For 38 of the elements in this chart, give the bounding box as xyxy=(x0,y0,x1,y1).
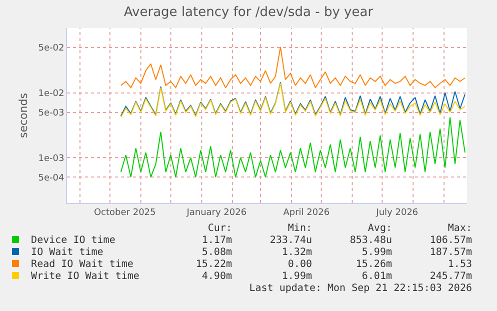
text: 106.57m xyxy=(428,234,472,246)
x-tick-label: October 2025 xyxy=(94,208,156,218)
text: Max: xyxy=(446,222,472,234)
text: 5.08m xyxy=(200,246,232,258)
y-axis-title: seconds xyxy=(16,92,30,138)
text: 15.22m xyxy=(194,258,232,270)
y-tick-label: 1e-02 xyxy=(38,88,64,99)
x-tick-label: January 2026 xyxy=(186,208,247,218)
text: 187.57m xyxy=(428,246,472,258)
text: 1.32m xyxy=(280,246,312,258)
text: Cur: xyxy=(206,222,232,234)
text: 1.99m xyxy=(280,270,312,282)
text: 233.74u xyxy=(268,234,312,246)
y-tick-label: 1e-03 xyxy=(38,154,64,164)
text: 1.17m xyxy=(200,234,232,246)
text: 15.26m xyxy=(354,258,392,270)
legend-label: IO Wait time xyxy=(31,246,104,258)
y-tick-label: 5e-02 xyxy=(38,44,64,54)
legend-label: Write IO Wait time xyxy=(31,270,140,282)
y-tick-label: 5e-03 xyxy=(38,108,64,119)
text: Avg: xyxy=(366,222,392,234)
text: 5.99m xyxy=(360,246,392,258)
chart-title: Average latency for /dev/sda - by year xyxy=(124,4,374,20)
text: 1.53 xyxy=(446,258,472,270)
x-tick-label: April 2026 xyxy=(283,208,330,218)
line-series xyxy=(120,116,466,178)
text: Min: xyxy=(286,222,312,234)
text: 6.01m xyxy=(360,270,392,282)
text: 245.77m xyxy=(428,270,472,282)
text: Last update: Mon Sep 21 22:15:03 2026 xyxy=(248,282,472,294)
line-series xyxy=(120,46,466,88)
text: 4.90m xyxy=(200,270,232,282)
x-tick-label: July 2026 xyxy=(375,208,418,218)
legend-label: Read IO Wait time xyxy=(31,258,134,270)
text: 0.00 xyxy=(286,258,312,270)
y-tick-label: 5e-04 xyxy=(38,173,64,184)
text: 853.48u xyxy=(348,234,392,246)
legend-label: Device IO time xyxy=(31,234,116,246)
